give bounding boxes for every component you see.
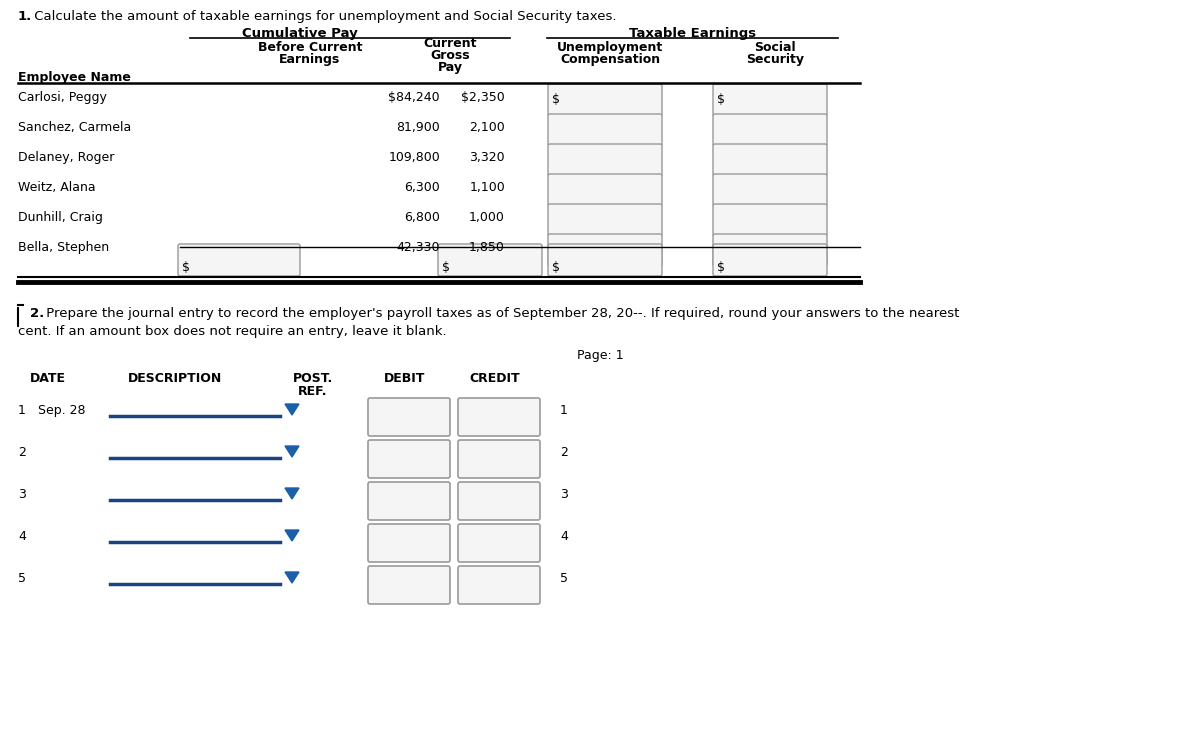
FancyBboxPatch shape [548, 84, 662, 116]
Text: Gross: Gross [430, 49, 470, 62]
Text: Social: Social [754, 41, 796, 54]
FancyBboxPatch shape [368, 524, 450, 562]
FancyBboxPatch shape [458, 482, 540, 520]
Text: Security: Security [746, 53, 804, 66]
Text: Weitz, Alana: Weitz, Alana [18, 181, 96, 194]
Text: Cumulative Pay: Cumulative Pay [242, 27, 358, 40]
Text: Earnings: Earnings [280, 53, 341, 66]
Text: Bella, Stephen: Bella, Stephen [18, 241, 109, 254]
Text: Delaney, Roger: Delaney, Roger [18, 151, 114, 164]
FancyBboxPatch shape [713, 204, 827, 236]
Text: 1,100: 1,100 [469, 181, 505, 194]
Text: $84,240: $84,240 [389, 91, 440, 104]
Text: 3: 3 [560, 488, 568, 501]
FancyBboxPatch shape [458, 398, 540, 436]
Polygon shape [286, 488, 299, 499]
Text: $: $ [182, 261, 190, 274]
Text: DEBIT: DEBIT [384, 372, 426, 385]
FancyBboxPatch shape [368, 398, 450, 436]
Text: 109,800: 109,800 [389, 151, 440, 164]
FancyBboxPatch shape [713, 234, 827, 266]
Text: 2,100: 2,100 [469, 121, 505, 134]
Polygon shape [286, 572, 299, 583]
Text: 4: 4 [18, 530, 26, 543]
Text: 4: 4 [560, 530, 568, 543]
FancyBboxPatch shape [548, 144, 662, 176]
Text: $: $ [552, 93, 560, 106]
Text: DESCRIPTION: DESCRIPTION [128, 372, 222, 385]
Text: Employee Name: Employee Name [18, 71, 131, 84]
FancyBboxPatch shape [548, 244, 662, 276]
FancyBboxPatch shape [548, 174, 662, 206]
FancyBboxPatch shape [458, 566, 540, 604]
FancyBboxPatch shape [713, 244, 827, 276]
FancyBboxPatch shape [368, 482, 450, 520]
Text: 1: 1 [560, 404, 568, 417]
Text: 1: 1 [18, 404, 26, 417]
Text: Pay: Pay [438, 61, 462, 74]
FancyBboxPatch shape [713, 84, 827, 116]
Text: $: $ [442, 261, 450, 274]
FancyBboxPatch shape [713, 144, 827, 176]
Text: 5: 5 [18, 572, 26, 585]
FancyBboxPatch shape [368, 566, 450, 604]
Text: cent. If an amount box does not require an entry, leave it blank.: cent. If an amount box does not require … [18, 325, 446, 338]
Text: 1,850: 1,850 [469, 241, 505, 254]
Text: 81,900: 81,900 [396, 121, 440, 134]
Text: $: $ [552, 261, 560, 274]
Text: Page: 1: Page: 1 [577, 349, 623, 362]
Text: $: $ [718, 93, 725, 106]
Text: 2: 2 [18, 446, 26, 459]
FancyBboxPatch shape [368, 440, 450, 478]
FancyBboxPatch shape [458, 524, 540, 562]
Text: Carlosi, Peggy: Carlosi, Peggy [18, 91, 107, 104]
Text: 2: 2 [560, 446, 568, 459]
Polygon shape [286, 404, 299, 415]
Text: Calculate the amount of taxable earnings for unemployment and Social Security ta: Calculate the amount of taxable earnings… [30, 10, 617, 23]
Text: $: $ [718, 261, 725, 274]
Text: 2.: 2. [30, 307, 44, 320]
Text: Before Current: Before Current [258, 41, 362, 54]
Text: 5: 5 [560, 572, 568, 585]
Text: Compensation: Compensation [560, 53, 660, 66]
FancyBboxPatch shape [713, 174, 827, 206]
Text: REF.: REF. [299, 385, 328, 398]
Text: Dunhill, Craig: Dunhill, Craig [18, 211, 103, 224]
Text: 3,320: 3,320 [469, 151, 505, 164]
Text: POST.: POST. [293, 372, 334, 385]
Text: $2,350: $2,350 [461, 91, 505, 104]
FancyBboxPatch shape [548, 204, 662, 236]
Text: 6,800: 6,800 [404, 211, 440, 224]
Text: Unemployment: Unemployment [557, 41, 664, 54]
FancyBboxPatch shape [548, 234, 662, 266]
Text: Sep. 28: Sep. 28 [38, 404, 85, 417]
FancyBboxPatch shape [178, 244, 300, 276]
Text: DATE: DATE [30, 372, 66, 385]
Text: 6,300: 6,300 [404, 181, 440, 194]
FancyBboxPatch shape [458, 440, 540, 478]
Text: Current: Current [424, 37, 476, 50]
Text: Prepare the journal entry to record the employer's payroll taxes as of September: Prepare the journal entry to record the … [42, 307, 959, 320]
Polygon shape [286, 530, 299, 541]
FancyBboxPatch shape [438, 244, 542, 276]
Text: Taxable Earnings: Taxable Earnings [629, 27, 756, 40]
FancyBboxPatch shape [713, 114, 827, 146]
Text: CREDIT: CREDIT [469, 372, 521, 385]
FancyBboxPatch shape [548, 114, 662, 146]
Polygon shape [286, 446, 299, 457]
Text: 42,330: 42,330 [396, 241, 440, 254]
Text: 1.: 1. [18, 10, 32, 23]
Text: 1,000: 1,000 [469, 211, 505, 224]
Text: 3: 3 [18, 488, 26, 501]
Text: Sanchez, Carmela: Sanchez, Carmela [18, 121, 131, 134]
